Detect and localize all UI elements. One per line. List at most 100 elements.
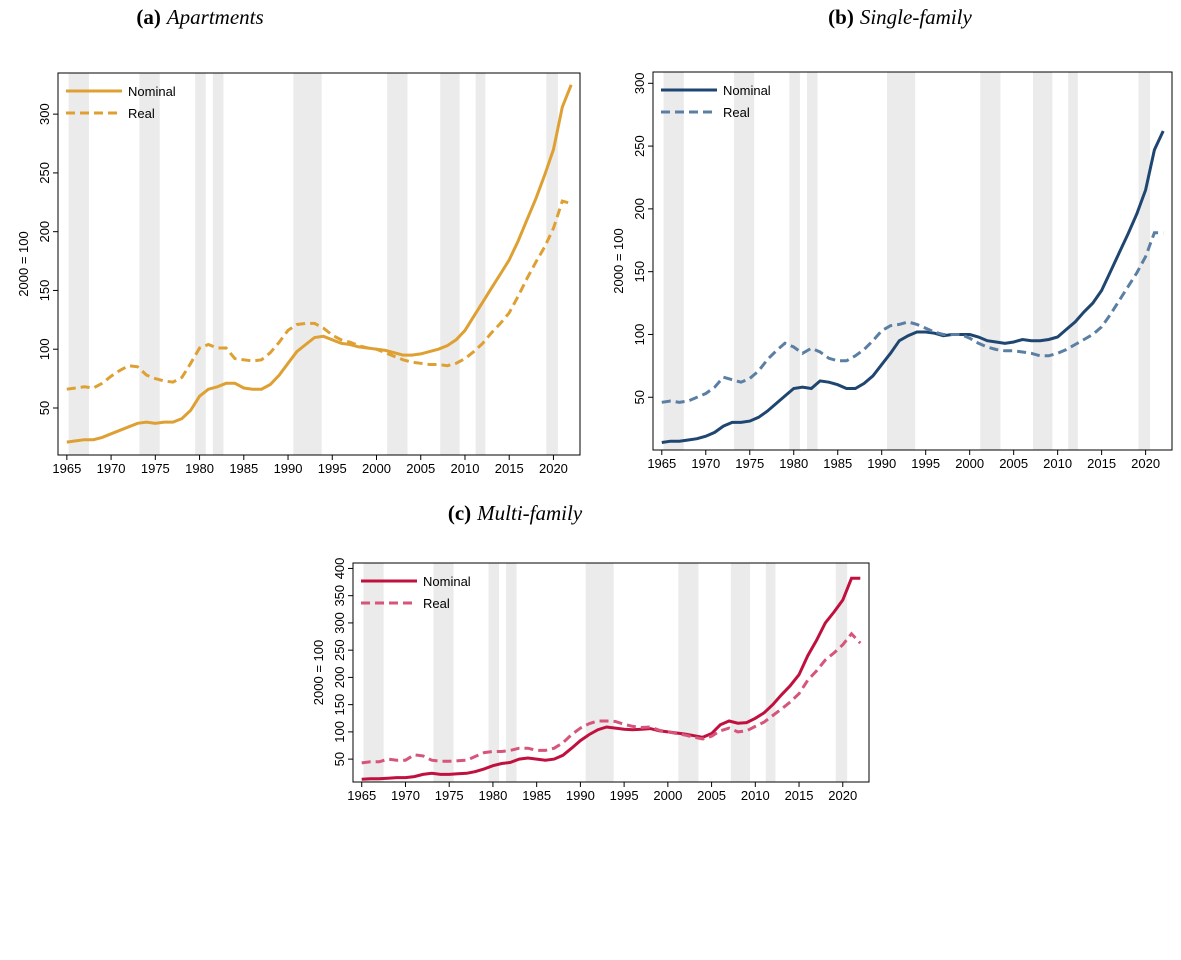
x-tick-label: 1970 [391,788,420,803]
y-tick-label: 50 [332,752,347,766]
recession-band [585,563,614,782]
x-tick-label: 1970 [97,461,126,476]
y-tick-label: 350 [332,585,347,607]
x-tick-label: 1965 [347,788,376,803]
x-tick-label: 2000 [955,456,984,471]
y-tick-label: 150 [632,261,647,283]
x-tick-label: 2020 [828,788,857,803]
legend-label: Real [423,596,450,611]
x-tick-label: 2015 [495,461,524,476]
x-tick-label: 1975 [141,461,170,476]
recession-band [440,73,460,455]
y-axis-label: 2000 = 100 [611,228,626,293]
y-tick-label: 200 [632,198,647,220]
panel-name: Multi-family [476,501,583,525]
x-tick-label: 1995 [610,788,639,803]
recession-band [1033,72,1053,450]
recession-band [730,563,751,782]
x-tick-label: 2005 [406,461,435,476]
recession-band [139,73,160,455]
y-tick-label: 250 [632,135,647,157]
x-tick-label: 1970 [691,456,720,471]
x-tick-label: 2015 [785,788,814,803]
panel-label: (b) [828,5,854,29]
panel-name: Apartments [165,5,264,29]
recession-band [806,72,818,450]
y-tick-label: 300 [332,612,347,634]
x-tick-label: 1990 [274,461,303,476]
recession-band [546,73,558,455]
y-tick-label: 300 [632,72,647,94]
recession-band [886,72,916,450]
recession-band [980,72,1001,450]
recession-band [433,563,454,782]
panel-title: (c) Multi-family [448,501,583,525]
legend-label: Real [128,106,155,121]
plot-frame [652,71,1173,451]
recession-band [68,73,89,455]
plot-frame [352,562,870,783]
panel-title: (a) Apartments [136,5,263,29]
recession-band [195,73,206,455]
recession-band [733,72,755,450]
y-tick-label: 300 [37,103,52,125]
y-axis-label: 2000 = 100 [311,640,326,705]
x-tick-label: 2000 [362,461,391,476]
legend-label: Nominal [423,574,471,589]
x-tick-label: 2020 [539,461,568,476]
x-tick-label: 2005 [697,788,726,803]
x-tick-label: 2015 [1087,456,1116,471]
y-tick-label: 100 [37,338,52,360]
recession-band [835,563,848,782]
x-tick-label: 2010 [1043,456,1072,471]
recession-band [387,73,408,455]
x-tick-label: 1985 [522,788,551,803]
x-tick-label: 1995 [318,461,347,476]
y-tick-label: 200 [332,667,347,689]
x-tick-label: 1980 [185,461,214,476]
recession-band [363,563,384,782]
x-tick-label: 1980 [779,456,808,471]
y-tick-label: 100 [332,721,347,743]
y-tick-label: 250 [332,639,347,661]
legend-label: Nominal [723,83,771,98]
x-tick-label: 2005 [999,456,1028,471]
y-axis-label: 2000 = 100 [16,231,31,296]
panel-label: (a) [136,5,161,29]
y-tick-label: 100 [632,324,647,346]
y-tick-label: 250 [37,162,52,184]
x-tick-label: 1990 [566,788,595,803]
series-line [66,84,573,444]
y-tick-label: 50 [37,401,52,415]
series-line [661,130,1165,444]
x-tick-label: 1990 [867,456,896,471]
x-tick-label: 1985 [823,456,852,471]
panel-label: (c) [448,501,471,525]
recession-band [475,73,486,455]
y-tick-label: 200 [37,221,52,243]
recession-band [506,563,517,782]
series-line [661,231,1164,404]
x-tick-label: 2000 [653,788,682,803]
x-tick-label: 2020 [1131,456,1160,471]
y-tick-label: 150 [37,280,52,302]
x-tick-label: 2010 [451,461,480,476]
y-tick-label: 400 [332,558,347,580]
panel-title: (b) Single-family [828,5,972,29]
x-tick-label: 2010 [741,788,770,803]
y-tick-label: 50 [632,390,647,404]
recession-band [1068,72,1078,450]
x-tick-label: 1995 [911,456,940,471]
series-line [361,576,861,781]
recession-band [789,72,800,450]
x-tick-label: 1965 [52,461,81,476]
plot-frame [57,72,581,456]
recession-band [293,73,322,455]
x-tick-label: 1965 [647,456,676,471]
recession-band [488,563,500,782]
recession-band [765,563,776,782]
series-line [361,631,862,765]
x-tick-label: 1975 [735,456,764,471]
x-tick-label: 1975 [435,788,464,803]
